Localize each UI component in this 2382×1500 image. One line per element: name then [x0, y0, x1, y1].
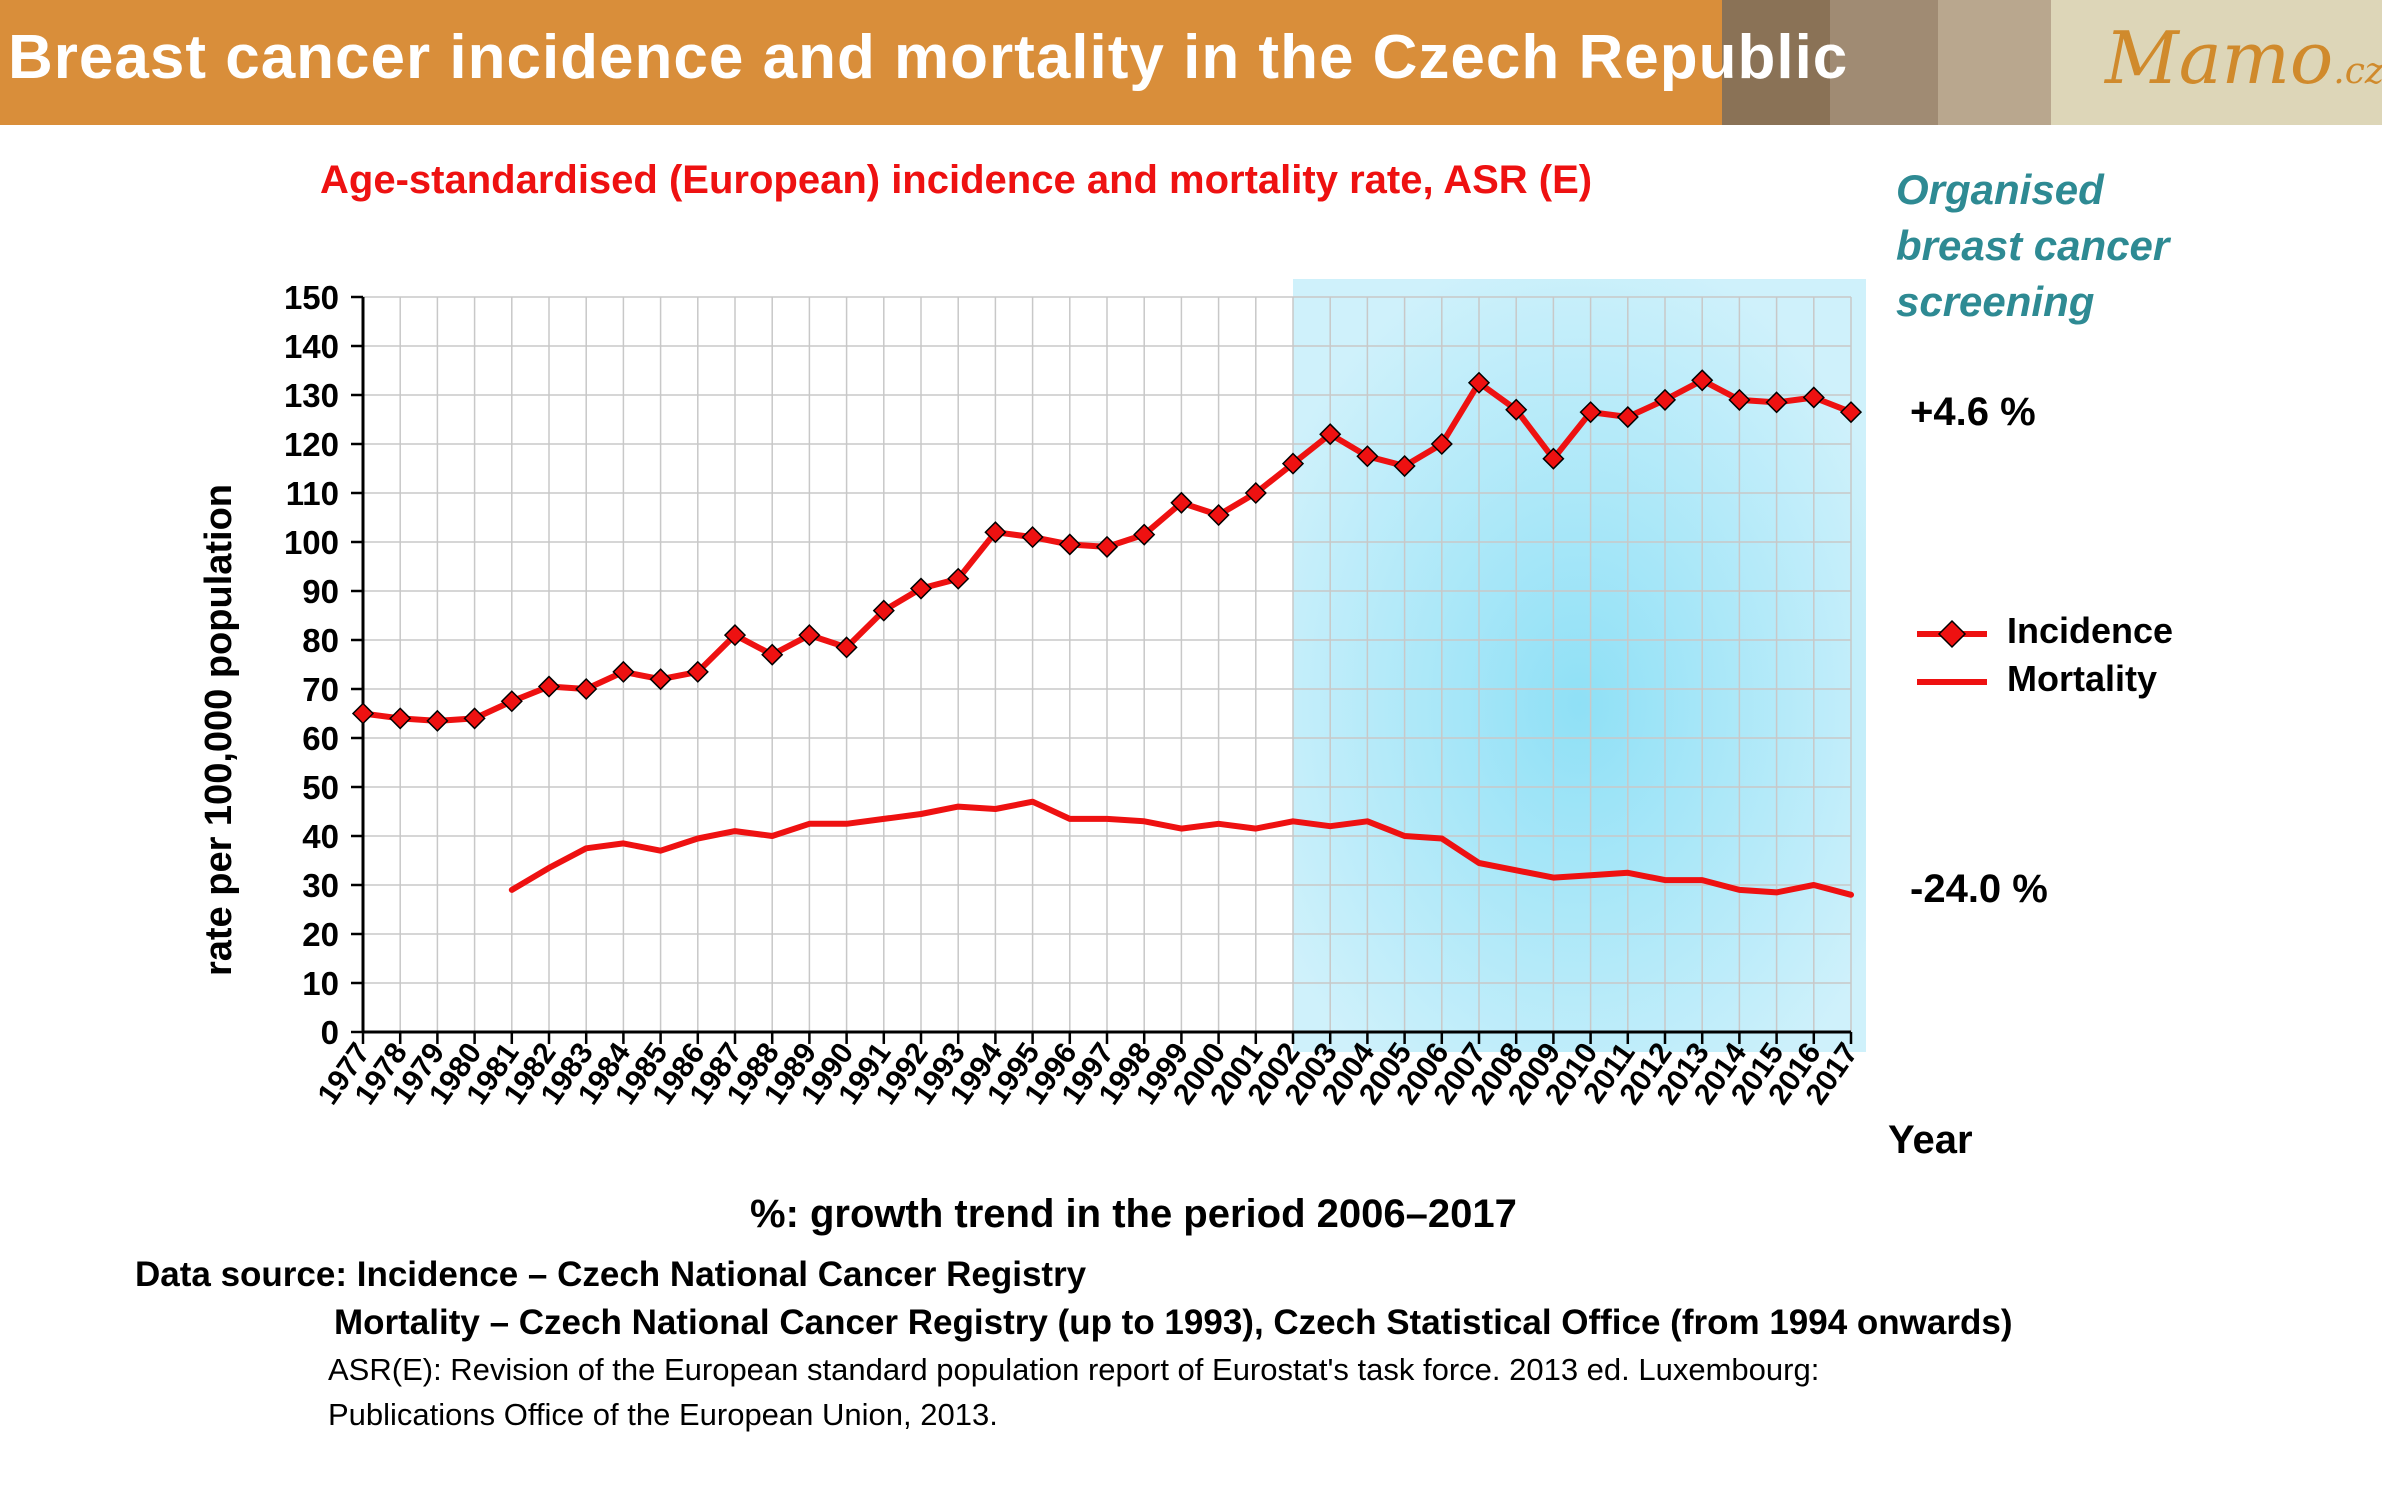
- y-tick-label: 70: [302, 671, 339, 708]
- data-point-incidence: [1691, 369, 1714, 392]
- data-point-incidence: [1505, 398, 1528, 421]
- data-point-incidence: [1542, 447, 1565, 470]
- data-point-incidence: [909, 577, 933, 600]
- data-point-incidence: [1765, 391, 1788, 414]
- y-tick-label: 80: [302, 622, 339, 659]
- data-point-incidence: [798, 624, 821, 647]
- legend-label: Mortality: [2007, 658, 2158, 699]
- data-point-incidence: [1467, 371, 1491, 394]
- banner-main-band: [0, 0, 1722, 125]
- data-point-incidence: [1058, 533, 1081, 556]
- y-tick-label: 40: [302, 818, 339, 855]
- logo-suffix: .cz: [2333, 51, 2382, 92]
- data-point-incidence: [1021, 526, 1044, 549]
- banner-color-block: [1938, 0, 2051, 125]
- data-point-incidence: [1430, 432, 1453, 456]
- data-point-incidence: [1207, 503, 1230, 527]
- mortality-legend-icon: [1917, 679, 1987, 685]
- data-point-incidence: [500, 690, 523, 713]
- mortality-change-label: -24.0 %: [1910, 867, 2048, 911]
- incidence-legend-icon: [1917, 619, 1987, 649]
- y-tick-label: 130: [284, 377, 339, 414]
- data-point-incidence: [1802, 386, 1825, 409]
- chart-title: Age-standardised (European) incidence an…: [320, 158, 1593, 202]
- y-tick-label: 140: [284, 328, 339, 365]
- data-point-incidence: [649, 668, 672, 691]
- screening-line: Organised: [1896, 166, 2104, 213]
- data-source-line: Mortality – Czech National Cancer Regist…: [334, 1303, 2013, 1342]
- y-tick-label: 90: [302, 573, 339, 610]
- data-point-incidence: [1616, 405, 1639, 429]
- y-tick-label: 120: [284, 426, 339, 463]
- screening-line: breast cancer: [1896, 222, 2170, 269]
- data-point-incidence: [612, 660, 635, 683]
- data-point-incidence: [947, 567, 970, 590]
- y-tick-label: 110: [286, 475, 339, 512]
- y-tick-label: 20: [302, 916, 339, 953]
- data-point-incidence: [1839, 401, 1863, 424]
- reference-line: ASR(E): Revision of the European standar…: [328, 1352, 1820, 1387]
- data-point-incidence: [1095, 535, 1119, 558]
- data-point-incidence: [426, 709, 449, 732]
- data-point-incidence: [984, 521, 1007, 544]
- data-point-incidence: [1728, 388, 1751, 411]
- legend-label: Incidence: [2007, 610, 2174, 651]
- banner-color-block: [1830, 0, 1938, 125]
- y-tick-label: 50: [302, 769, 339, 806]
- data-point-incidence: [723, 624, 747, 647]
- y-tick-label: 60: [302, 720, 339, 757]
- reference-line: Publications Office of the European Unio…: [328, 1397, 998, 1432]
- data-point-incidence: [872, 599, 895, 622]
- screening-line: screening: [1896, 278, 2095, 325]
- data-point-incidence: [835, 636, 858, 659]
- logo-text: Mamo: [2105, 16, 2334, 100]
- data-point-incidence: [1281, 452, 1305, 475]
- data-point-incidence: [463, 707, 486, 730]
- trend-note: %: growth trend in the period 2006–2017: [750, 1192, 1517, 1236]
- mamo-logo: Mamo.cz: [2105, 16, 2382, 100]
- x-axis-label: Year: [1888, 1118, 1973, 1162]
- data-point-incidence: [1653, 388, 1677, 411]
- banner-logo-area: [2051, 0, 2382, 125]
- data-point-incidence: [1170, 491, 1193, 514]
- incidence-change-label: +4.6 %: [1910, 390, 2036, 434]
- data-point-incidence: [1244, 481, 1267, 505]
- series-line-mortality: [508, 798, 1854, 898]
- y-tick-label: 30: [302, 867, 339, 904]
- y-tick-label: 150: [284, 279, 339, 316]
- data-point-incidence: [1356, 445, 1379, 468]
- screening-annotation: Organised breast cancer screening: [1896, 162, 2169, 330]
- data-point-incidence: [1579, 401, 1602, 424]
- y-tick-label: 100: [284, 524, 339, 561]
- y-tick-label: 10: [302, 965, 339, 1002]
- data-point-incidence: [351, 702, 375, 725]
- data-point-incidence: [1133, 523, 1156, 546]
- data-point-incidence: [575, 677, 598, 701]
- data-point-incidence: [686, 660, 709, 683]
- data-source-line: Data source: Incidence – Czech National …: [135, 1255, 1087, 1294]
- data-point-incidence: [389, 707, 412, 730]
- data-point-incidence: [537, 675, 561, 698]
- screening-highlight-region: [1293, 279, 1866, 1052]
- header-banner: Breast cancer incidence and mortality in…: [0, 0, 2382, 125]
- banner-color-block: [1722, 0, 1830, 125]
- data-point-incidence: [761, 643, 784, 666]
- line-chart: 0102030405060708090100110120130140150197…: [284, 279, 1866, 1111]
- y-tick-label: 0: [321, 1014, 339, 1051]
- y-axis-label: rate per 100,000 population: [198, 483, 240, 977]
- data-point-incidence: [1393, 454, 1416, 478]
- data-point-incidence: [1319, 423, 1342, 446]
- page-title: Breast cancer incidence and mortality in…: [8, 23, 1849, 92]
